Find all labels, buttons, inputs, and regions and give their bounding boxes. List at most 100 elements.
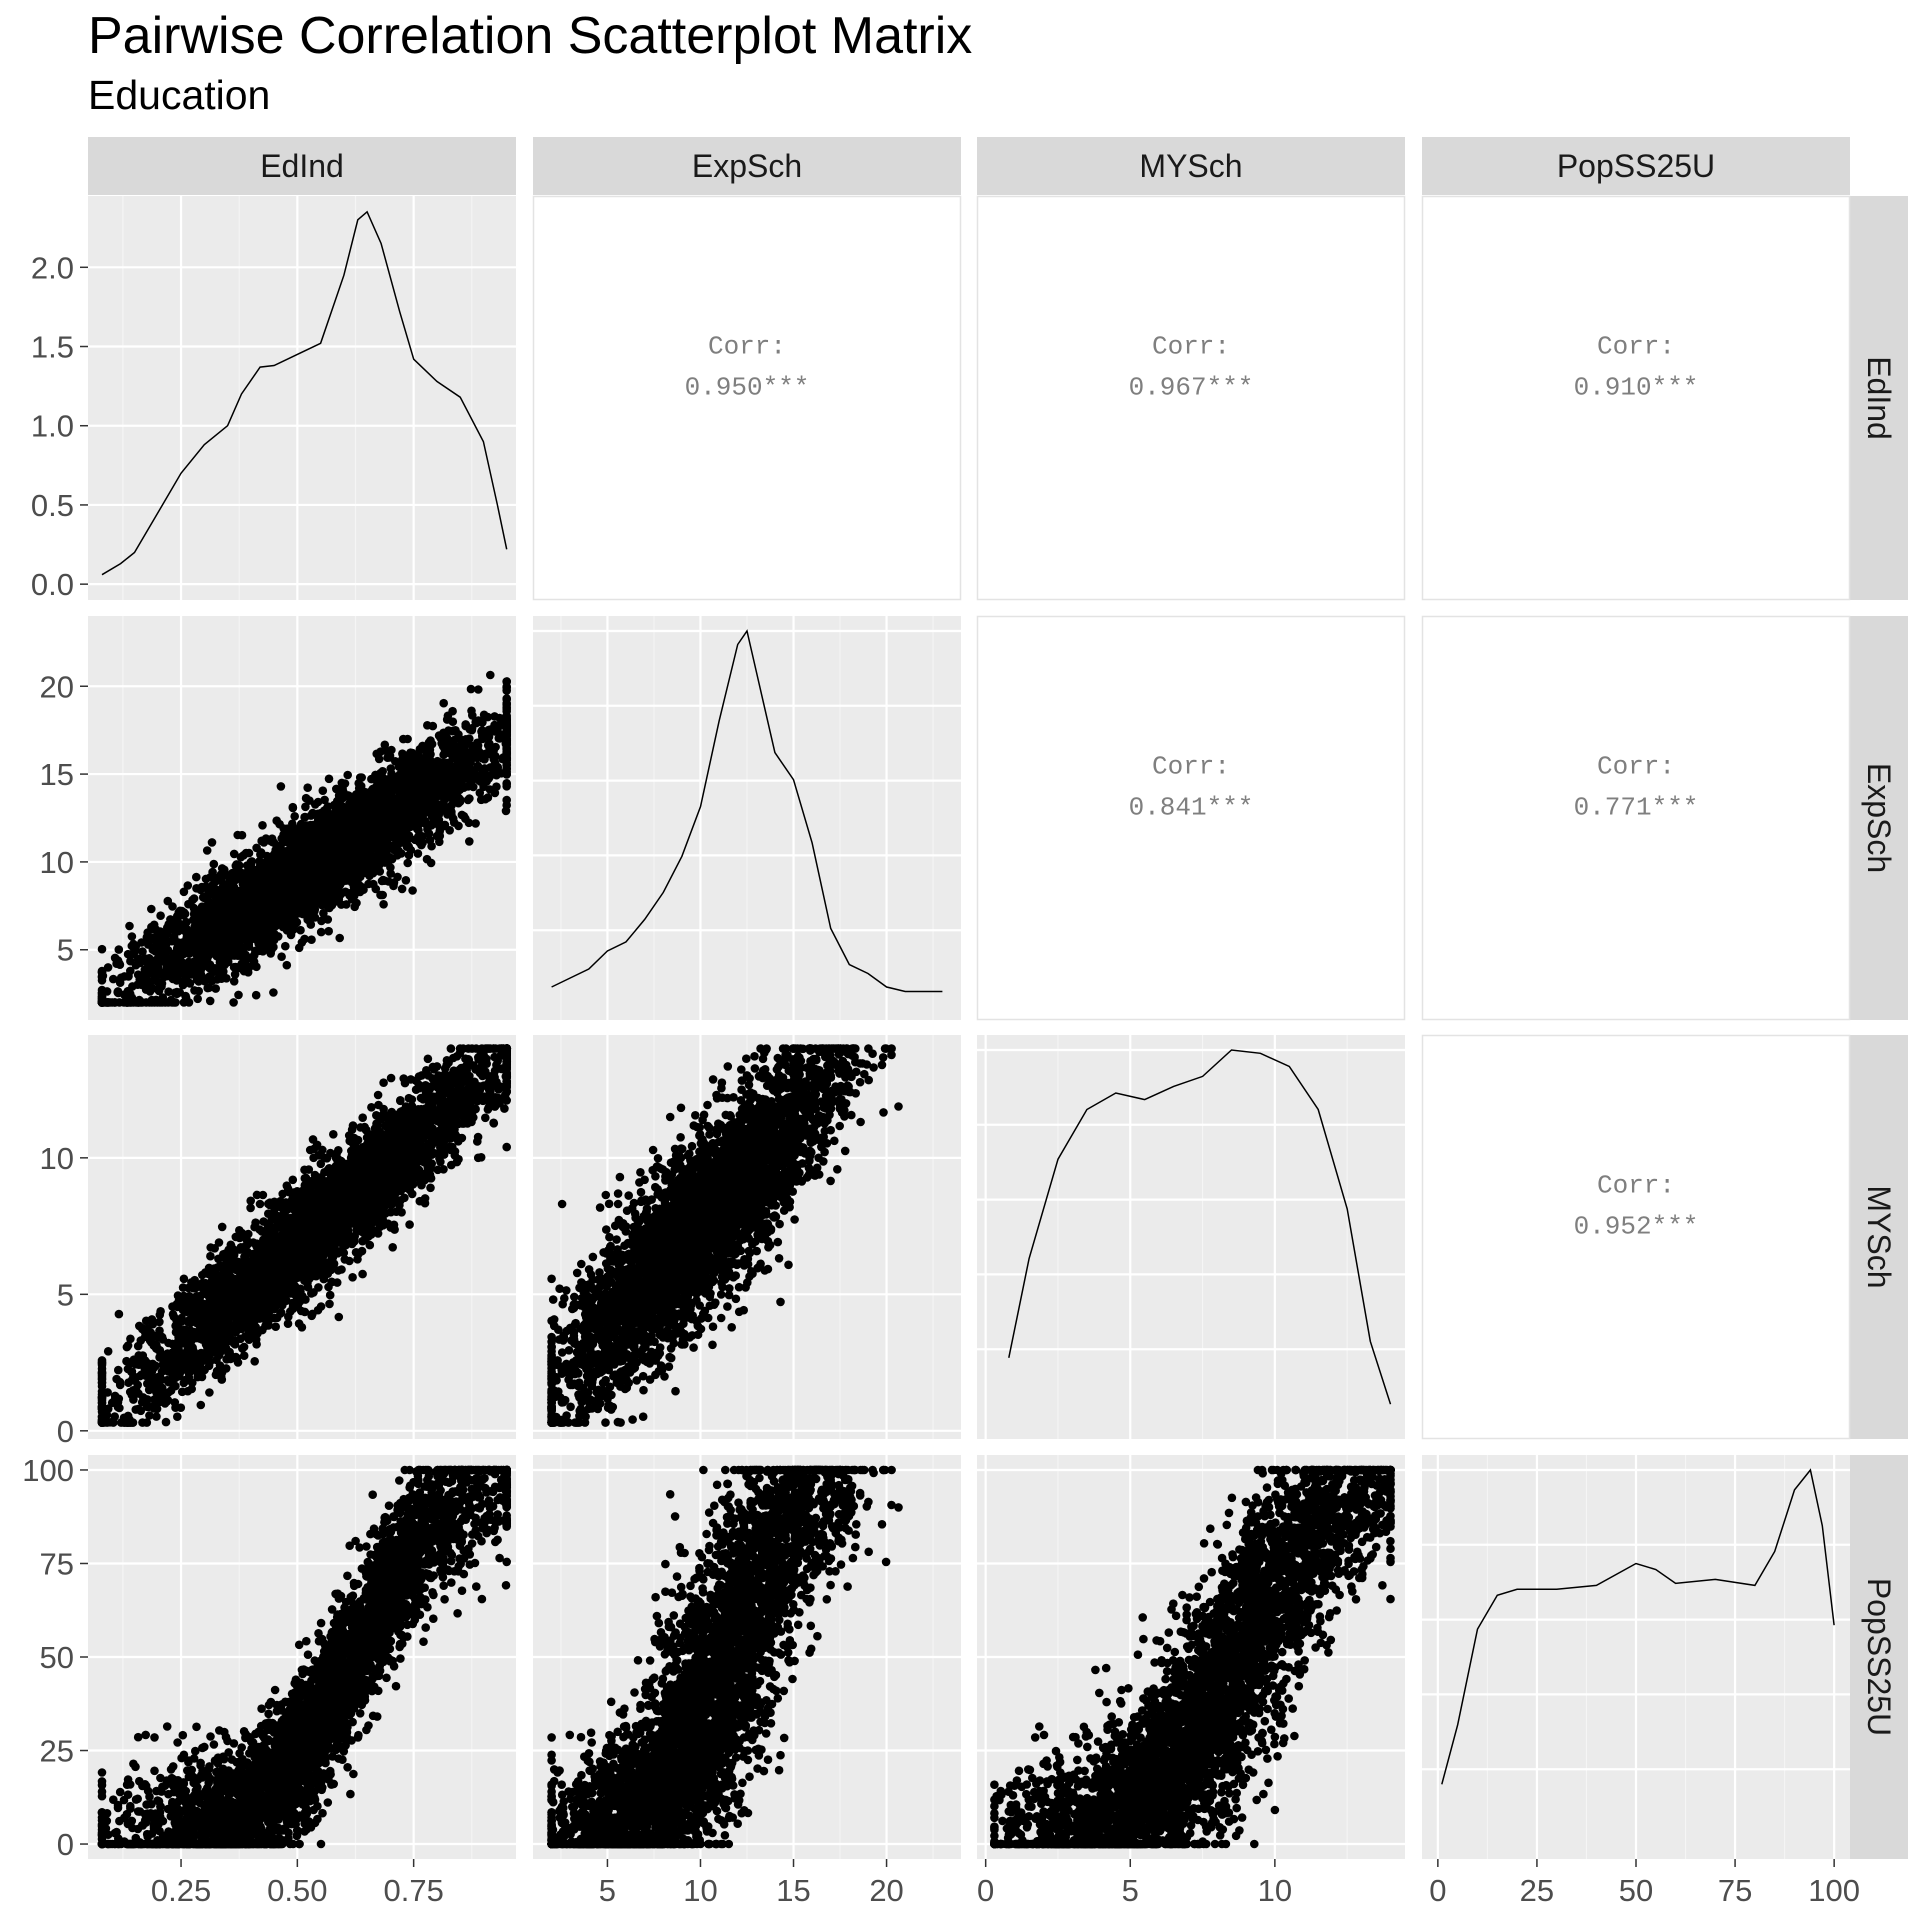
correlation-label: Corr: (1597, 752, 1675, 782)
scatter-point (454, 821, 463, 831)
scatter-point (478, 731, 487, 740)
scatter-point (459, 811, 469, 821)
scatter-point (398, 749, 407, 758)
scatter-point (378, 890, 388, 900)
scatter-point (324, 774, 334, 784)
column-strip-label: EdInd (260, 148, 344, 184)
scatter-point (384, 877, 393, 886)
scatter-point (180, 976, 189, 986)
scatter-point (205, 960, 215, 969)
correlation-label: Corr: (1597, 332, 1675, 362)
scatter-point (354, 833, 363, 843)
scatter-point (136, 998, 146, 1007)
scatter-point (300, 934, 309, 944)
scatter-point (322, 846, 331, 856)
scatter-point (464, 766, 474, 776)
scatter-point (169, 925, 178, 935)
scatter-point (442, 715, 452, 724)
scatter-point (188, 895, 197, 905)
scatter-point (355, 773, 365, 782)
scatter-point (390, 772, 400, 782)
scatter-point (372, 843, 382, 852)
scatter-point (296, 925, 305, 935)
scatter-point (381, 838, 391, 847)
scatter-point (342, 900, 351, 909)
scatter-point (329, 800, 339, 810)
scatter-point (205, 996, 215, 1006)
scatter-point (290, 839, 299, 849)
scatter-point (272, 900, 282, 909)
scatter-point (301, 802, 310, 812)
scatter-point (298, 822, 308, 831)
scatter-point (232, 860, 241, 869)
scatter-point (316, 887, 326, 896)
scatter-point (326, 822, 335, 832)
scatter-point (366, 860, 376, 869)
scatter-point (284, 918, 294, 928)
scatter-point (465, 794, 474, 803)
scatter-point (212, 885, 222, 895)
scatter-point (269, 880, 279, 889)
row-strip-label: PopSS25U (1861, 1578, 1897, 1736)
scatter-point (301, 793, 311, 803)
scatter-point (147, 995, 157, 1005)
scatter-point (202, 846, 212, 855)
scatter-point (388, 1243, 398, 1252)
scatter-point (406, 748, 415, 757)
scatter-point (397, 849, 406, 858)
scatter-point (393, 872, 402, 882)
scatter-point (152, 1412, 161, 1421)
scatter-point (451, 775, 460, 785)
correlation-value: 0.950*** (685, 373, 810, 403)
scatter-point (217, 1222, 227, 1232)
scatter-point (397, 884, 407, 894)
scatter-point (156, 933, 165, 942)
scatter-point (502, 800, 512, 810)
scatter-point (281, 858, 291, 867)
scatter-point (332, 784, 341, 794)
scatter-point (454, 798, 463, 808)
scatter-point (97, 988, 107, 997)
scatter-point (229, 849, 239, 859)
scatter-point (415, 834, 425, 843)
scatter-point (272, 816, 282, 825)
scatter-point (461, 720, 471, 729)
scatter-point (291, 862, 300, 871)
scatter-point (423, 1054, 433, 1064)
scatter-point (441, 766, 450, 776)
scatter-point (314, 836, 323, 845)
scatter-point (338, 793, 347, 803)
scatter-point (242, 941, 252, 951)
scatter-point (445, 826, 455, 835)
scatter-point (154, 953, 163, 963)
scatter-point (232, 914, 241, 923)
scatter-point (444, 803, 454, 812)
scatter-point (282, 960, 292, 970)
scatter-point (439, 759, 449, 768)
scatter-point (167, 936, 177, 946)
scatter-point (338, 874, 348, 883)
scatter-point (343, 770, 353, 780)
scatter-point (207, 838, 217, 847)
scatter-point (340, 779, 350, 788)
column-strip-popss25u (1422, 137, 1850, 195)
scatter-point (427, 841, 436, 851)
scatter-point (277, 952, 286, 961)
scatter-point (502, 761, 512, 770)
scatter-point (163, 896, 173, 906)
scatter-point (329, 870, 339, 880)
scatter-point (502, 683, 512, 692)
scatter-point (365, 796, 374, 805)
scatter-point (462, 737, 471, 747)
scatter-point (229, 977, 239, 986)
scatter-point (268, 871, 277, 880)
row-strip-label: EdInd (1861, 356, 1897, 440)
scatter-point (248, 916, 258, 925)
scatter-point (467, 776, 477, 785)
scatter-point (143, 969, 152, 979)
scatter-point (321, 862, 330, 872)
scatter-point (114, 988, 123, 998)
scatter-point (423, 721, 432, 730)
scatter-point (257, 836, 267, 846)
scatter-point (228, 903, 237, 912)
